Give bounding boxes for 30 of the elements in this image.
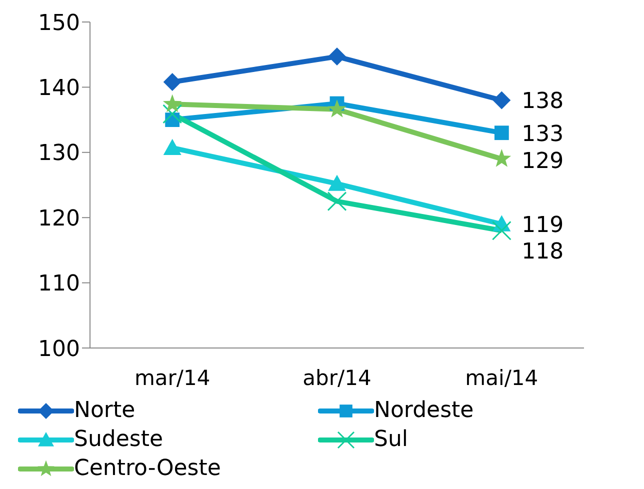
y-tick-label: 100	[38, 336, 80, 362]
legend-label: Sudeste	[74, 427, 164, 452]
data-label: 138	[522, 89, 564, 114]
data-label: 129	[522, 149, 564, 174]
point	[163, 138, 182, 156]
point	[163, 72, 182, 91]
x-tick-label: mar/14	[134, 366, 210, 390]
point	[492, 91, 511, 110]
data-label: 118	[522, 239, 564, 264]
y-tick-label: 120	[38, 206, 80, 232]
point	[492, 220, 512, 240]
y-tick-label: 130	[38, 141, 80, 166]
point	[494, 126, 509, 140]
y-tick-label: 140	[38, 76, 80, 102]
x-tick-label: mai/14	[465, 366, 538, 390]
legend-label: Sul	[374, 427, 408, 452]
legend-label: Nordeste	[374, 398, 474, 423]
point	[328, 48, 346, 66]
data-label: 133	[522, 122, 564, 147]
y-tick-label: 110	[38, 272, 80, 297]
point	[162, 104, 182, 124]
data-label: 119	[522, 213, 564, 238]
legend-label: Centro-Oeste	[74, 456, 221, 481]
point	[162, 94, 182, 112]
point	[328, 99, 346, 118]
point	[328, 174, 346, 191]
y-tick-label: 150	[38, 10, 80, 36]
legend-label: Norte	[74, 398, 136, 423]
x-tick-label: abr/14	[302, 366, 372, 390]
point	[327, 192, 347, 212]
